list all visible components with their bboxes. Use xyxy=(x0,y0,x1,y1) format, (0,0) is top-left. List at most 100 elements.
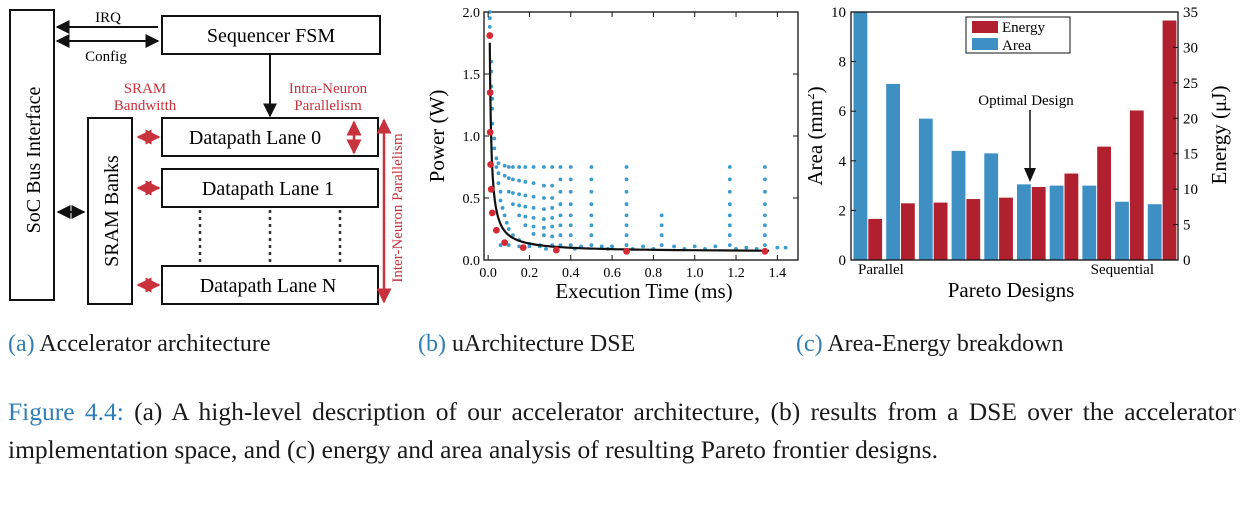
design-point xyxy=(763,165,767,169)
design-point xyxy=(558,189,563,194)
area-bar xyxy=(1017,184,1031,260)
design-point xyxy=(659,243,664,248)
y-right-tick-label: 15 xyxy=(1183,147,1198,163)
design-point xyxy=(523,214,528,219)
irq-label: IRQ xyxy=(95,10,121,26)
area-bar xyxy=(853,12,868,260)
design-point xyxy=(763,177,767,182)
subcaption-a-label: (a) xyxy=(8,331,35,357)
subcaption-b-text: uArchitecture DSE xyxy=(451,331,636,357)
design-point xyxy=(523,165,528,169)
design-point xyxy=(624,213,629,218)
design-point xyxy=(727,189,732,194)
subcaption-a: (a) Accelerator architecture xyxy=(8,331,271,358)
energy-bar xyxy=(1031,187,1046,260)
design-point xyxy=(498,198,503,203)
design-point xyxy=(624,223,629,228)
design-point xyxy=(506,189,511,194)
design-point xyxy=(542,217,546,221)
design-point xyxy=(531,232,536,236)
design-point xyxy=(550,196,555,200)
design-point xyxy=(727,213,732,218)
energy-bar xyxy=(868,218,883,260)
y-left-tick-label: 2 xyxy=(839,203,847,219)
energy-bar xyxy=(1064,173,1079,260)
design-point xyxy=(659,233,664,238)
subcaption-c: (c) Area-Energy breakdown xyxy=(796,331,1063,358)
pareto-frontier-curve xyxy=(488,42,770,252)
design-point xyxy=(487,16,492,21)
design-point xyxy=(763,213,767,218)
design-point xyxy=(624,165,629,169)
design-point xyxy=(558,223,563,228)
design-point xyxy=(542,207,546,212)
design-point xyxy=(506,243,511,248)
design-point xyxy=(511,191,515,195)
intra-neuron-label-1: Intra-Neuron xyxy=(289,81,368,97)
pareto-point xyxy=(486,32,494,39)
area-energy-bar-chart: 0 2 4 6 8 10 0 5 10 15 20 25 30 35 Energy Area Optima… xyxy=(808,5,1231,302)
design-point xyxy=(727,243,732,248)
design-point xyxy=(511,177,515,182)
pareto-point xyxy=(486,128,494,136)
design-point xyxy=(610,244,614,249)
sequencer-label: Sequencer FSM xyxy=(207,25,336,47)
y-right-tick-label: 30 xyxy=(1183,40,1198,56)
design-point xyxy=(523,193,528,198)
design-point xyxy=(568,233,573,238)
design-point xyxy=(487,24,492,29)
pareto-point xyxy=(623,247,630,255)
design-point xyxy=(523,204,528,209)
area-bar xyxy=(1082,185,1097,260)
y-left-tick-label: 0 xyxy=(839,253,847,269)
pareto-point xyxy=(519,244,527,252)
design-point xyxy=(517,192,522,197)
design-point xyxy=(568,223,573,228)
design-point xyxy=(531,206,536,210)
pareto-point xyxy=(501,239,509,247)
design-point xyxy=(550,165,555,169)
area-bar xyxy=(918,118,933,260)
design-point xyxy=(763,243,767,248)
design-point xyxy=(496,171,501,176)
design-point xyxy=(568,165,573,169)
design-point xyxy=(498,243,503,248)
design-point xyxy=(542,196,546,200)
design-point xyxy=(763,233,767,238)
y-right-tick-label: 20 xyxy=(1183,111,1198,127)
y-left-tick-label: 10 xyxy=(831,5,846,21)
design-point xyxy=(487,10,492,14)
sram-bandwidth-label-2: Bandwitth xyxy=(114,98,177,114)
design-point xyxy=(494,156,499,161)
soc-bus-label: SoC Bus Interface xyxy=(23,87,45,234)
datapath-lane-1-label: Datapath Lane 1 xyxy=(202,178,334,200)
design-point xyxy=(511,202,515,207)
sram-banks-box xyxy=(87,117,133,305)
design-point xyxy=(558,177,563,182)
sram-bandwidth-label-1: SRAM xyxy=(124,81,167,97)
pareto-point xyxy=(552,246,560,254)
design-point xyxy=(544,246,548,251)
design-point xyxy=(568,202,573,207)
design-point xyxy=(589,189,594,194)
plot-frame xyxy=(483,11,799,261)
design-point xyxy=(523,223,528,228)
design-point xyxy=(763,223,767,228)
design-point xyxy=(496,181,501,186)
subcaption-c-text: Area-Energy breakdown xyxy=(827,331,1064,357)
y-left-tick-label: 4 xyxy=(839,154,847,170)
pareto-point xyxy=(486,89,494,96)
design-point xyxy=(589,223,594,228)
design-point xyxy=(506,227,511,231)
design-point xyxy=(659,223,664,228)
config-label: Config xyxy=(85,49,127,65)
design-point xyxy=(542,183,546,188)
design-point xyxy=(624,202,629,207)
pareto-point xyxy=(488,209,496,217)
design-point xyxy=(727,165,732,169)
x-axis-label: Execution Time (ms) xyxy=(555,279,732,303)
y-left-tick-label: 6 xyxy=(839,104,847,120)
plot-frame xyxy=(850,11,1179,261)
y-tick-label: 1.0 xyxy=(463,130,481,145)
x-tick-label: 0.8 xyxy=(645,266,663,281)
